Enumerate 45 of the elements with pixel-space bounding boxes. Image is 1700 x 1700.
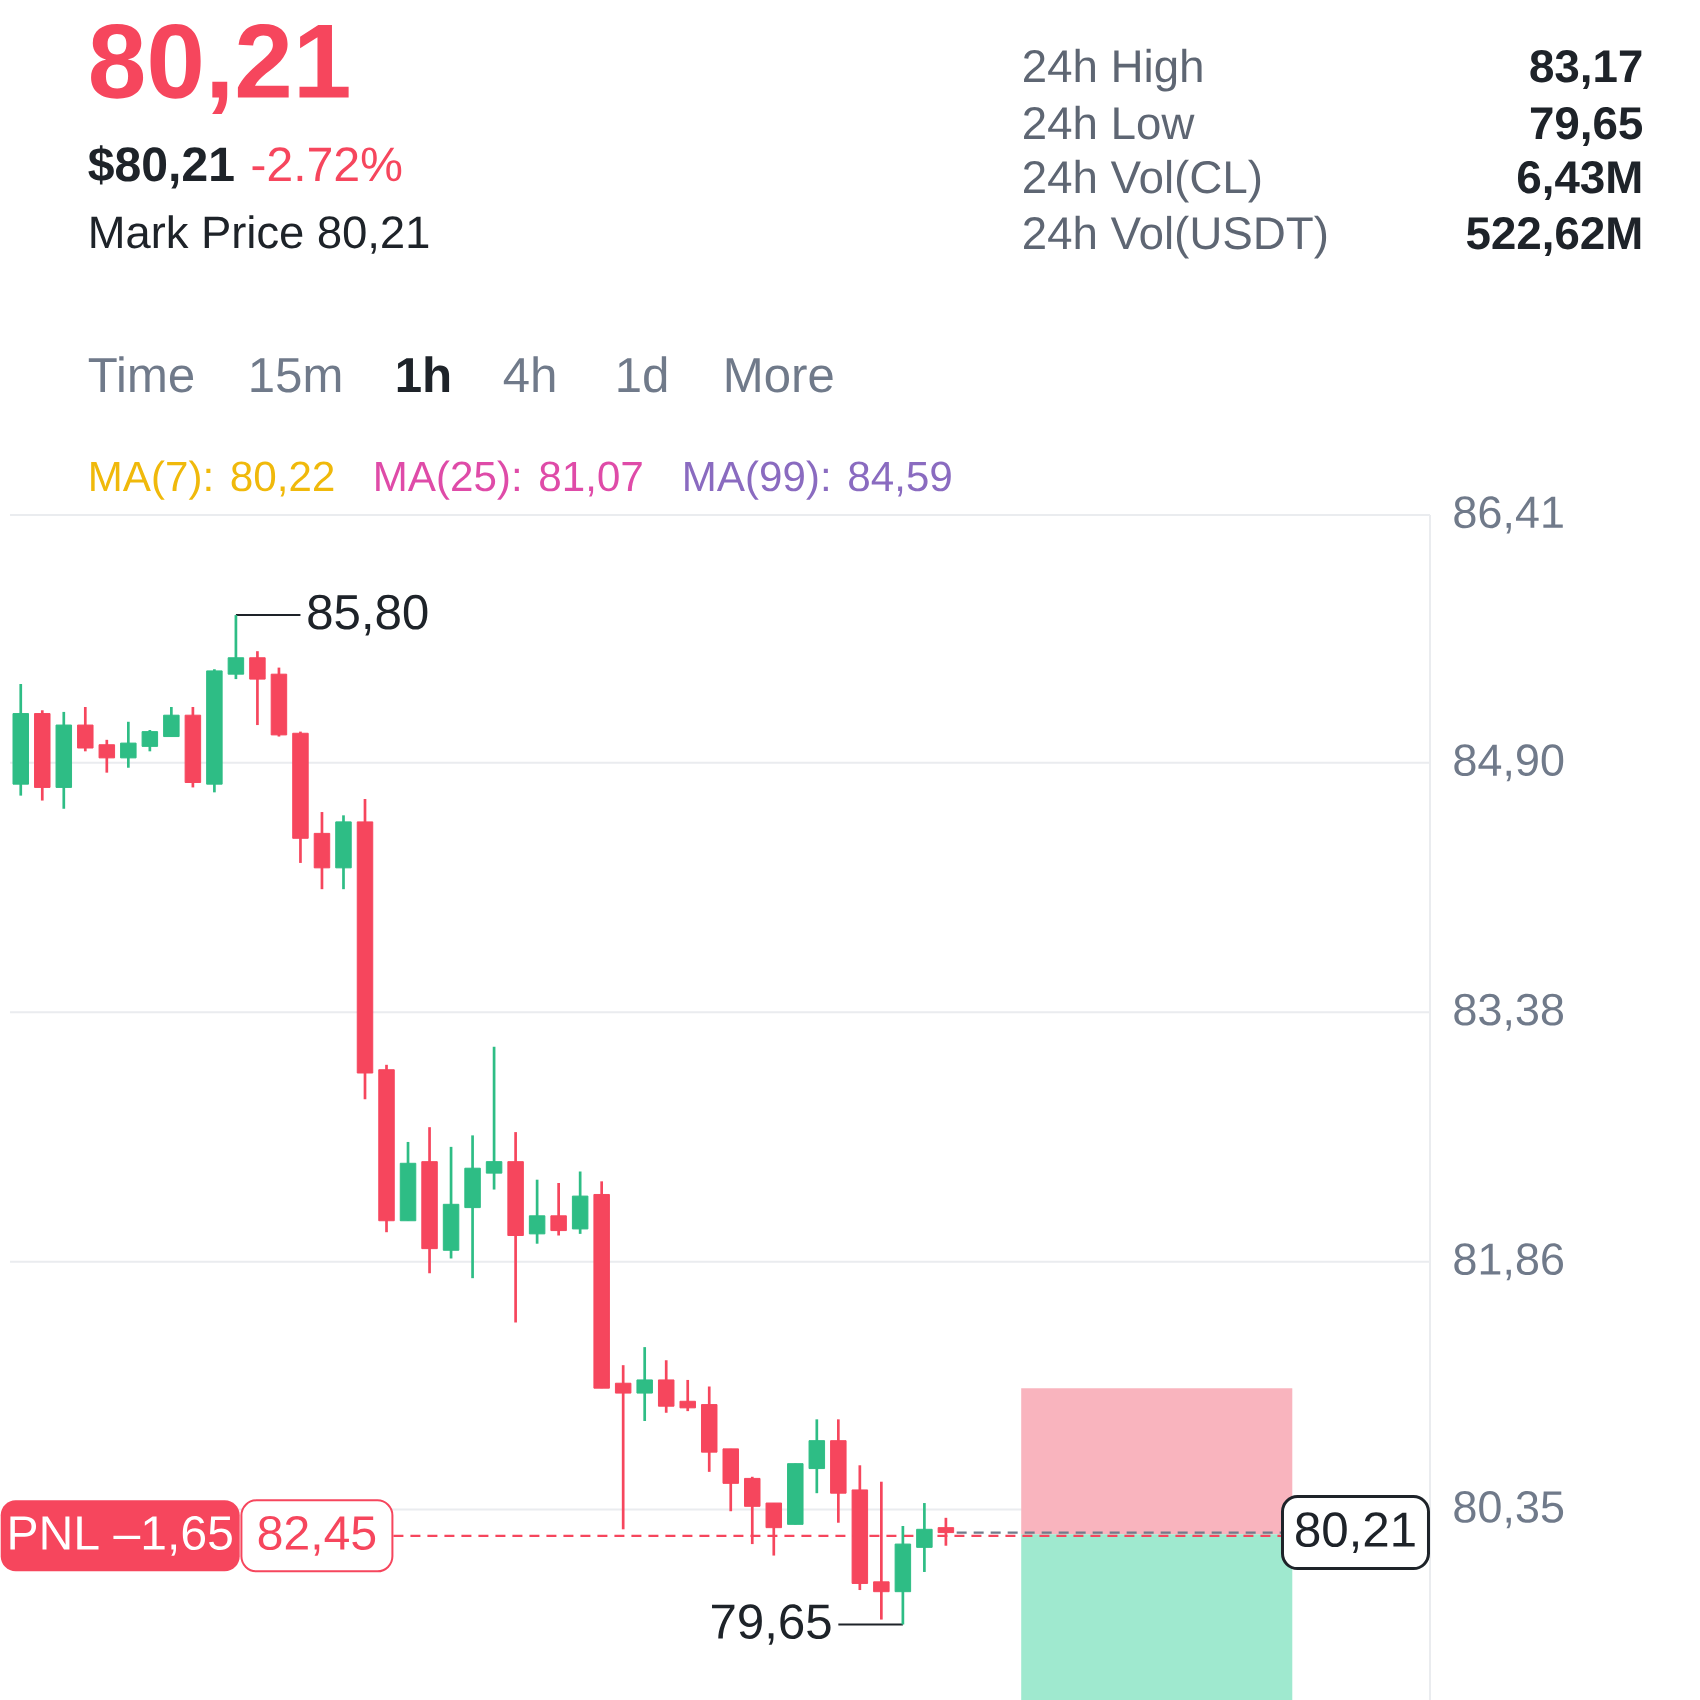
text: 15m (251, 358, 341, 393)
y-tick-label: 80,35 (1454, 1491, 1564, 1529)
candlestick (485, 1045, 503, 1191)
candlestick (528, 1178, 546, 1246)
text: MA(25): 81,07 (376, 460, 642, 500)
text: Time (88, 356, 194, 393)
chart-subtitle: $80,21 (88, 145, 234, 189)
text: 83,17 (1530, 50, 1642, 90)
text: MA(7): 80,22 (91, 460, 334, 500)
text: 1d (618, 356, 667, 393)
candlestick (550, 1181, 567, 1237)
candlestick (163, 705, 180, 738)
text: 1h (397, 356, 450, 392)
text: 6,43M (1517, 161, 1641, 201)
text: 24h Vol(USDT) (1024, 215, 1327, 259)
y-tick-label: 83,38 (1454, 993, 1563, 1031)
text: More (726, 358, 833, 393)
y-tick-label: 84,90 (1454, 744, 1564, 782)
annotation: 85,80 (308, 594, 428, 636)
ref-line-label: 80,21 (1296, 1512, 1415, 1553)
candlestick (249, 649, 266, 727)
text: 24h Low (1024, 105, 1195, 140)
candlestick (98, 738, 116, 774)
candlestick (77, 705, 94, 753)
text: 4h (503, 356, 555, 392)
text: Mark Price 80,21 (91, 215, 429, 254)
annotation: 79,65 (712, 1604, 831, 1645)
candlestick (614, 1363, 632, 1531)
text: -2.72% (252, 147, 402, 182)
chart-title: 80,21 (91, 23, 349, 114)
text: 522,62M (1466, 217, 1641, 257)
text: 79,65 (1530, 107, 1643, 147)
text: MA(99): 84,59 (685, 460, 951, 500)
candlestick (120, 720, 137, 770)
text: 24h Vol(CL) (1024, 159, 1261, 203)
candlestick (141, 728, 159, 753)
text: 24h High (1024, 48, 1202, 92)
annotation: PNL –1,65 (10, 1515, 232, 1556)
annotation: 82,45 (258, 1515, 376, 1556)
y-tick-label: 81,86 (1454, 1243, 1563, 1281)
candlestick (227, 613, 245, 681)
candlestick (679, 1378, 696, 1413)
y-tick-label: 86,41 (1454, 496, 1563, 534)
candlestick (636, 1345, 653, 1423)
candlestick (916, 1501, 933, 1574)
